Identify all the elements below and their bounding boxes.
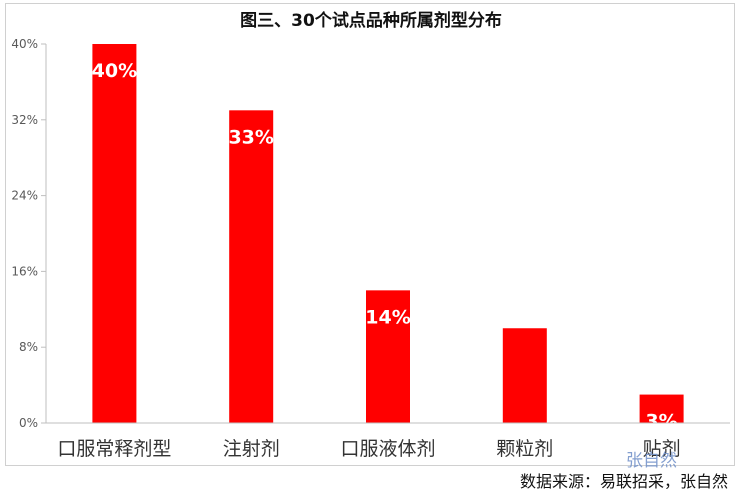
x-category-label: 口服常释剂型	[57, 438, 171, 460]
y-tick-label: 32%	[11, 113, 38, 127]
y-axis: 0% 8% 16% 24% 32% 40%	[11, 37, 47, 430]
bars: 40% 33% 14% 3%	[92, 44, 684, 433]
bar	[229, 110, 274, 423]
y-tick-label: 8%	[19, 340, 38, 354]
y-tick-label: 24%	[11, 189, 38, 203]
y-tick-label: 40%	[11, 37, 38, 51]
source-note: 数据来源：易联招采，张自然	[519, 472, 728, 491]
x-axis: 口服常释剂型 注射剂 口服液体剂 颗粒剂 贴剂	[46, 422, 730, 460]
bar	[92, 44, 137, 423]
chart-title: 图三、30个试点品种所属剂型分布	[240, 11, 502, 31]
chart-frame	[5, 3, 735, 466]
y-tick-label: 0%	[19, 416, 38, 430]
watermark: 张自然	[626, 451, 677, 471]
data-label: 40%	[92, 60, 137, 82]
x-category-label: 贴剂	[643, 438, 681, 460]
bar	[502, 328, 547, 423]
y-tick-label: 16%	[11, 264, 38, 278]
data-label: 33%	[228, 126, 273, 148]
x-category-label: 注射剂	[223, 438, 280, 460]
x-category-label: 口服液体剂	[340, 438, 435, 460]
bar	[639, 394, 684, 423]
bar	[366, 290, 410, 423]
data-label: 3%	[645, 411, 677, 433]
x-category-label: 颗粒剂	[496, 438, 553, 460]
data-label: 14%	[365, 306, 410, 328]
